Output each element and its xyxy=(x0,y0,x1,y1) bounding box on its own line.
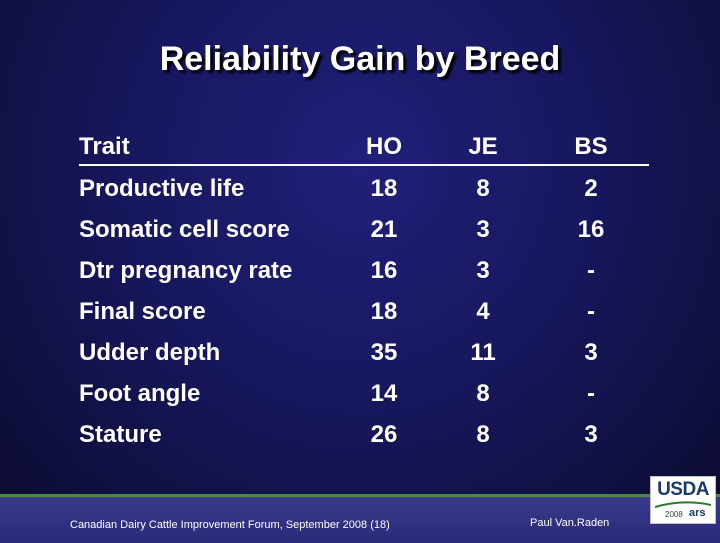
ho-cell: 18 xyxy=(370,298,398,325)
ho-cell: 35 xyxy=(370,339,398,366)
ho-cell: 21 xyxy=(370,216,398,243)
reliability-table: Trait HO JE BS Productive life 18 8 2 So… xyxy=(79,126,649,455)
usda-logo-text: USDA xyxy=(657,479,709,500)
ho-cell: 16 xyxy=(370,257,398,284)
je-cell: 8 xyxy=(476,380,490,407)
je-cell: 8 xyxy=(476,175,490,202)
logo-swoosh-icon xyxy=(655,501,711,508)
ho-cell: 18 xyxy=(370,175,398,202)
ho-cell: 14 xyxy=(370,380,398,407)
header-je: JE xyxy=(468,133,498,160)
header-bs: BS xyxy=(574,133,608,160)
table-row: Dtr pregnancy rate 16 3 - xyxy=(79,250,649,291)
table-row: Final score 18 4 - xyxy=(79,291,649,332)
footer-author: Paul Van.Raden xyxy=(530,517,610,529)
bs-cell: 3 xyxy=(584,421,598,448)
bs-cell: - xyxy=(587,380,595,407)
slide-title: Reliability Gain by Breed xyxy=(159,40,561,78)
header-ho: HO xyxy=(366,133,402,160)
table-row: Udder depth 35 11 3 xyxy=(79,332,649,373)
logo-year: 2008 xyxy=(665,510,683,519)
bs-cell: 2 xyxy=(584,175,598,202)
usda-logo: USDA 2008 ars xyxy=(650,476,716,524)
table-row: Productive life 18 8 2 xyxy=(79,168,649,209)
bs-cell: - xyxy=(587,298,595,325)
table-header-row: Trait HO JE BS xyxy=(79,126,649,166)
je-cell: 11 xyxy=(470,339,496,366)
trait-cell: Stature xyxy=(79,421,162,448)
trait-cell: Somatic cell score xyxy=(79,216,290,243)
ho-cell: 26 xyxy=(370,421,398,448)
table-row: Somatic cell score 21 3 16 xyxy=(79,209,649,250)
footer-band xyxy=(0,494,720,543)
je-cell: 3 xyxy=(476,216,490,243)
table-row: Stature 26 8 3 xyxy=(79,414,649,455)
trait-cell: Foot angle xyxy=(79,380,201,407)
table-row: Foot angle 14 8 - xyxy=(79,373,649,414)
je-cell: 3 xyxy=(476,257,490,284)
trait-cell: Dtr pregnancy rate xyxy=(79,257,293,284)
ars-logo-mark: ars xyxy=(689,507,706,519)
bs-cell: - xyxy=(587,257,595,284)
footer-event: Canadian Dairy Cattle Improvement Forum,… xyxy=(70,519,390,531)
bs-cell: 16 xyxy=(577,216,605,243)
je-cell: 8 xyxy=(476,421,490,448)
header-trait: Trait xyxy=(79,133,130,160)
trait-cell: Udder depth xyxy=(79,339,221,366)
trait-cell: Productive life xyxy=(79,175,245,202)
je-cell: 4 xyxy=(476,298,490,325)
trait-cell: Final score xyxy=(79,298,206,325)
bs-cell: 3 xyxy=(584,339,598,366)
